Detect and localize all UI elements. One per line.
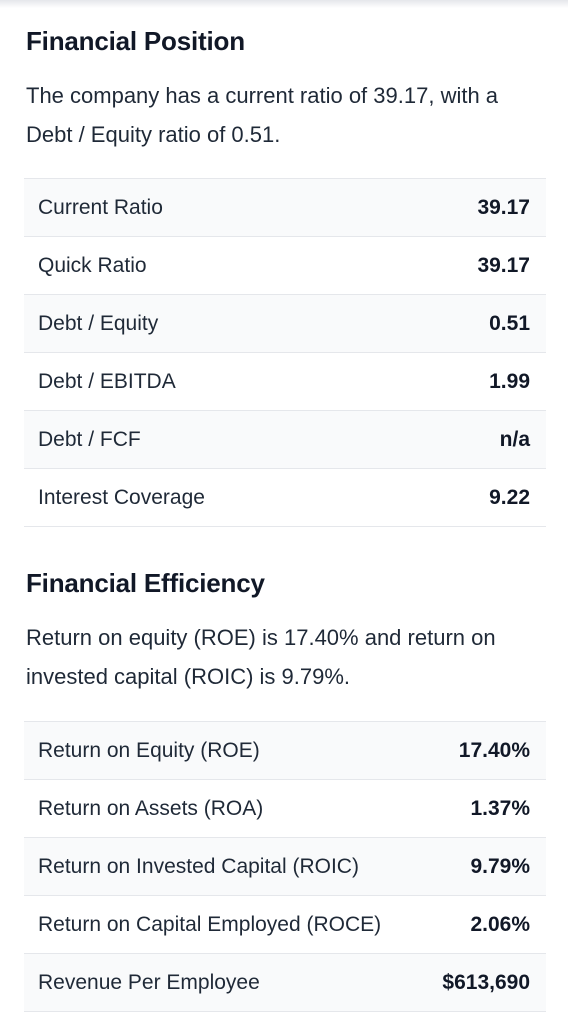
table-row-quick-ratio: Quick Ratio 39.17 xyxy=(24,237,546,295)
table-row-current-ratio: Current Ratio 39.17 xyxy=(24,179,546,237)
financial-position-title: Financial Position xyxy=(26,26,245,56)
row-label: Revenue Per Employee xyxy=(38,970,260,994)
row-value: 9.79% xyxy=(470,854,530,878)
row-value: 2.06% xyxy=(470,912,530,936)
table-row-roce: Return on Capital Employed (ROCE) 2.06% xyxy=(24,896,546,954)
financial-position-table: Current Ratio 39.17 Quick Ratio 39.17 De… xyxy=(24,178,546,527)
row-label: Return on Invested Capital (ROIC) xyxy=(38,854,359,878)
row-label: Debt / FCF xyxy=(38,427,141,451)
table-row-revenue-per-employee: Revenue Per Employee $613,690 xyxy=(24,954,546,1012)
financial-efficiency-title: Financial Efficiency xyxy=(26,568,265,598)
table-row-roe: Return on Equity (ROE) 17.40% xyxy=(24,722,546,780)
row-label: Return on Equity (ROE) xyxy=(38,738,260,762)
financial-efficiency-description: Return on equity (ROE) is 17.40% and ret… xyxy=(26,625,496,689)
table-row-roic: Return on Invested Capital (ROIC) 9.79% xyxy=(24,838,546,896)
table-row-debt-ebitda: Debt / EBITDA 1.99 xyxy=(24,353,546,411)
row-label: Debt / Equity xyxy=(38,311,159,335)
row-label: Return on Capital Employed (ROCE) xyxy=(38,912,382,936)
row-value: 9.22 xyxy=(489,485,530,509)
row-value: 1.37% xyxy=(470,796,530,820)
table-row-roa: Return on Assets (ROA) 1.37% xyxy=(24,780,546,838)
row-value: 0.51 xyxy=(489,311,530,335)
financial-efficiency-table: Return on Equity (ROE) 17.40% Return on … xyxy=(24,721,546,1012)
row-label: Quick Ratio xyxy=(38,253,147,277)
row-label: Debt / EBITDA xyxy=(38,369,176,393)
row-label: Return on Assets (ROA) xyxy=(38,796,264,820)
row-value: 39.17 xyxy=(477,253,530,277)
row-label: Interest Coverage xyxy=(38,485,205,509)
row-value: n/a xyxy=(499,427,530,451)
row-value: $613,690 xyxy=(442,970,530,994)
row-value: 17.40% xyxy=(458,738,530,762)
table-row-interest-coverage: Interest Coverage 9.22 xyxy=(24,469,546,527)
financial-position-description: The company has a current ratio of 39.17… xyxy=(26,83,499,147)
table-row-debt-fcf: Debt / FCF n/a xyxy=(24,411,546,469)
row-value: 1.99 xyxy=(489,369,530,393)
row-value: 39.17 xyxy=(477,195,530,219)
table-row-debt-equity: Debt / Equity 0.51 xyxy=(24,295,546,353)
row-label: Current Ratio xyxy=(38,195,163,219)
top-divider-shadow xyxy=(0,0,568,8)
